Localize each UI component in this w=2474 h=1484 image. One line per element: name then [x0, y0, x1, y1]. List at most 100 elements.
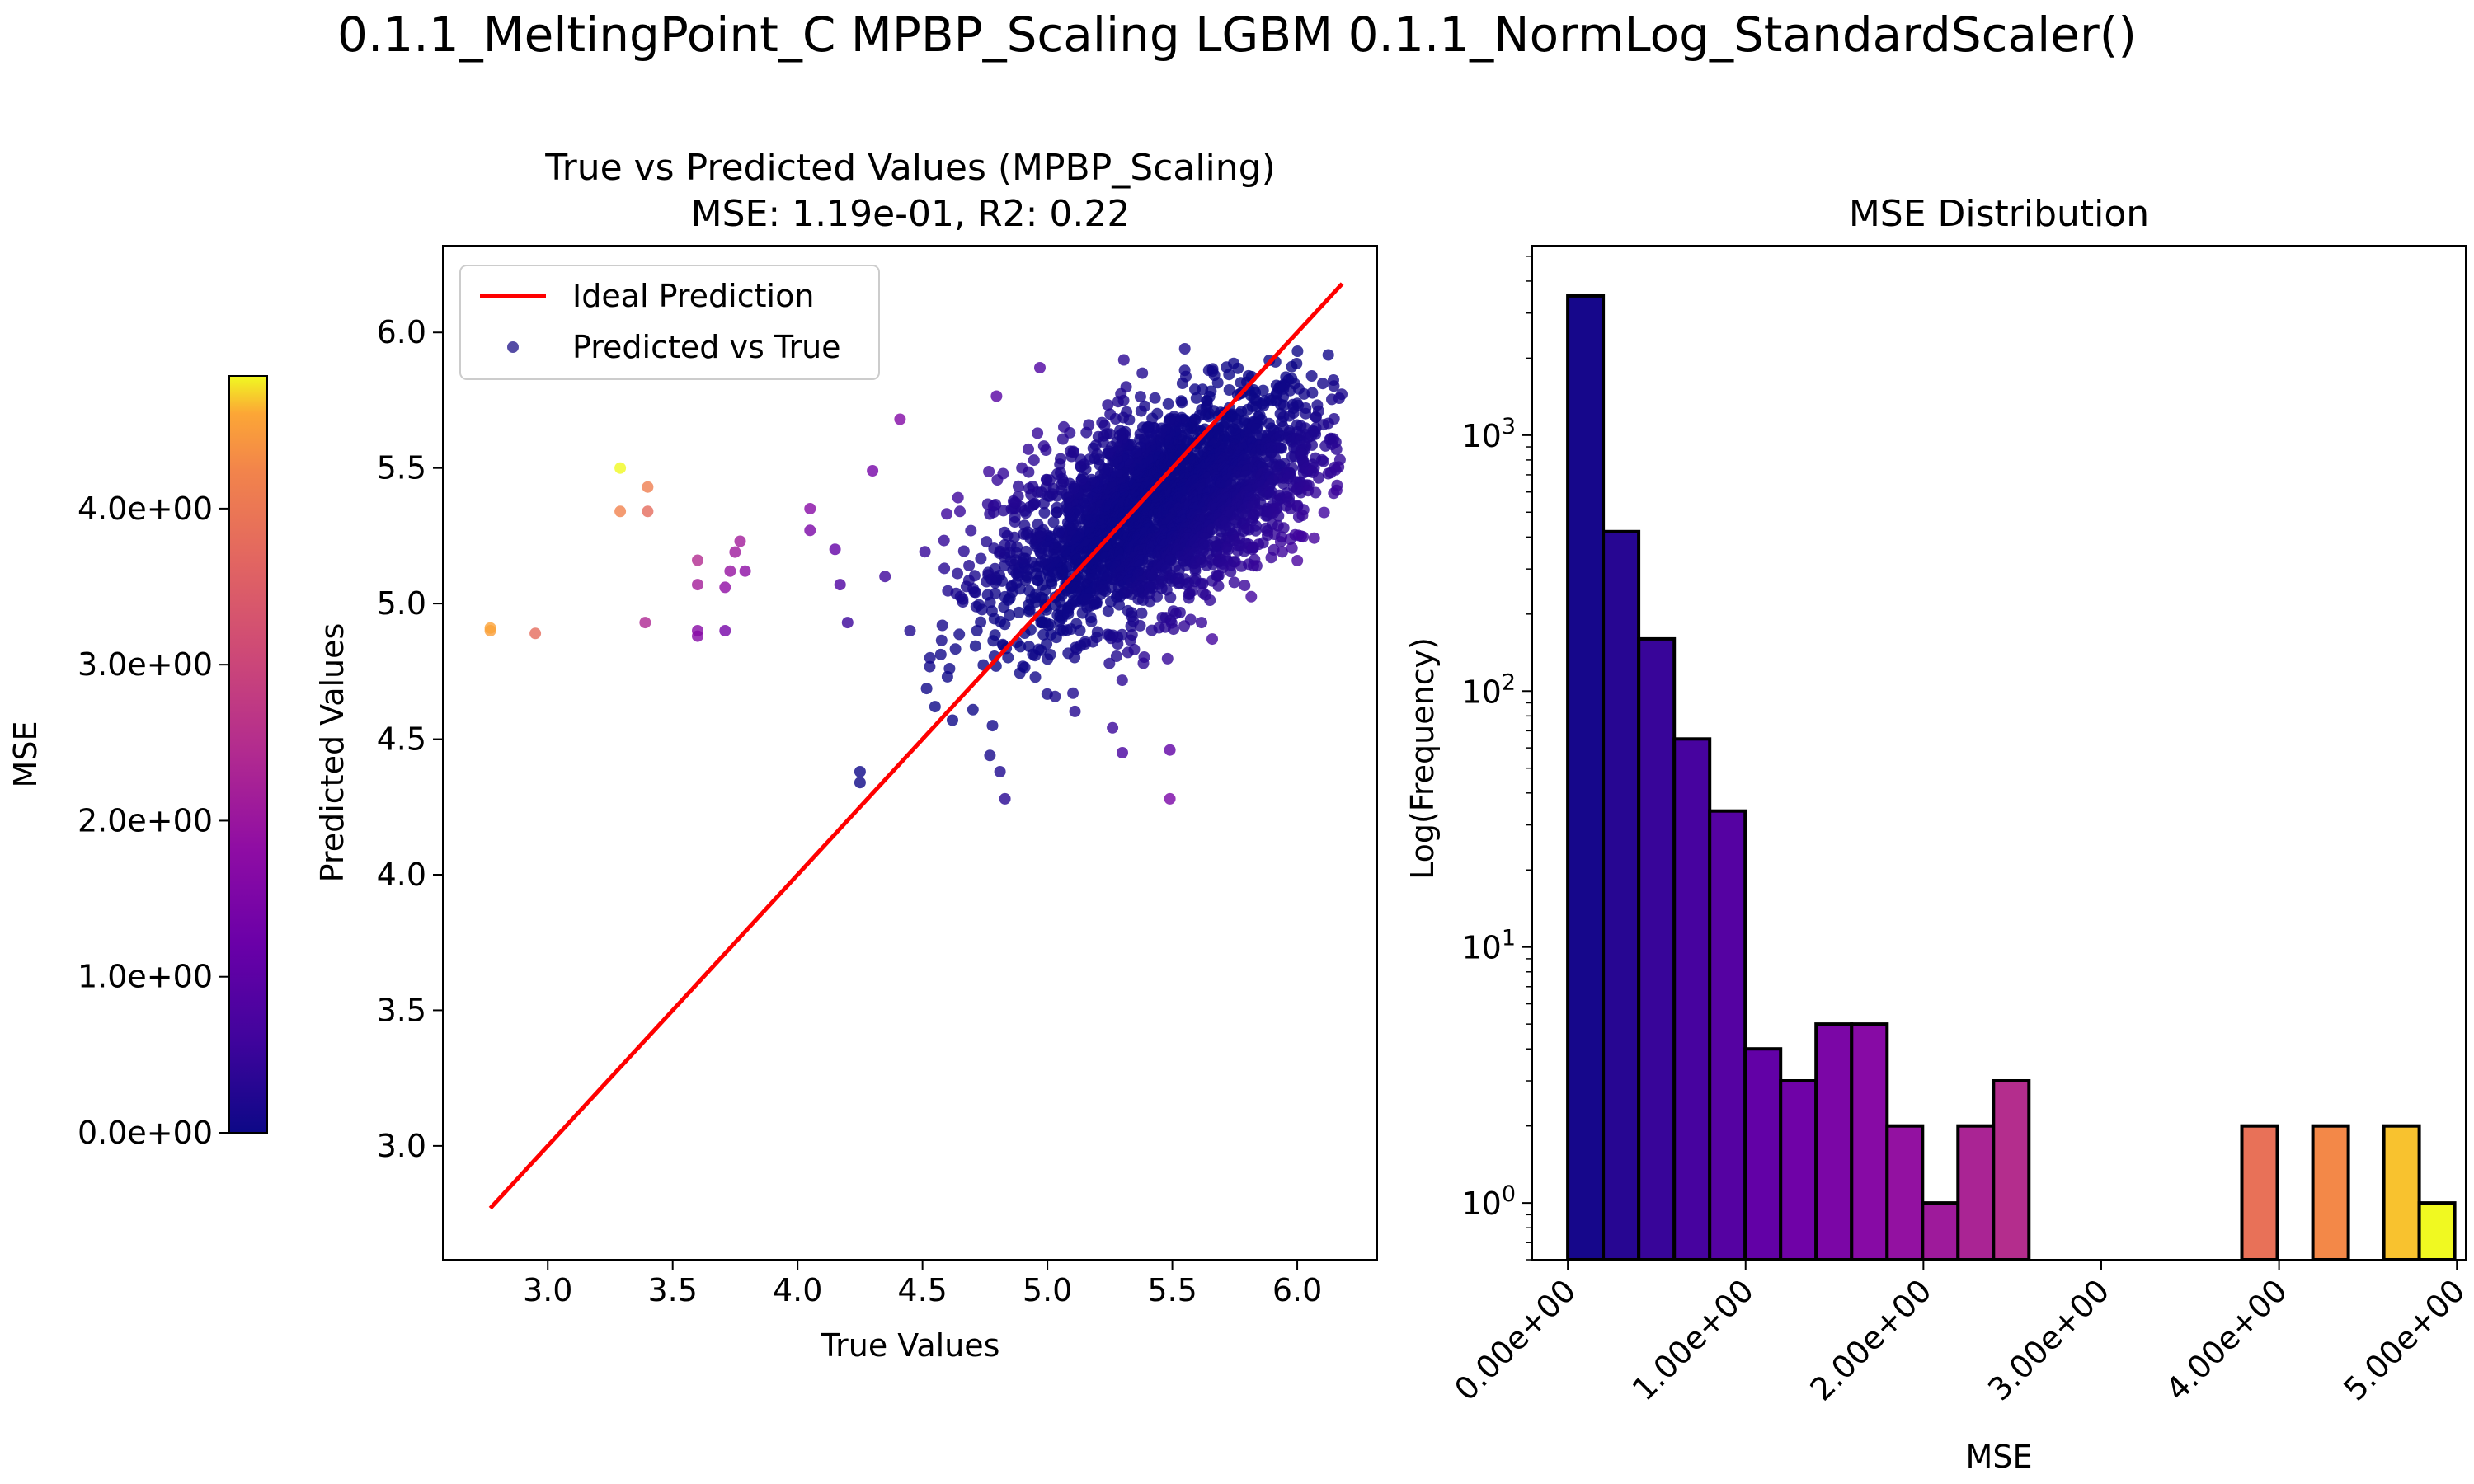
scatter-legend: Ideal Prediction Predicted vs True: [459, 265, 880, 380]
histogram-y-tick-label: 103: [1461, 414, 1516, 454]
scatter-point: [1300, 407, 1312, 420]
scatter-point: [1164, 412, 1176, 425]
legend-frame: [459, 265, 880, 380]
histogram-y-tick-label: 101: [1461, 926, 1516, 966]
scatter-point: [924, 651, 936, 664]
scatter-point: [952, 567, 963, 580]
scatter-point: [1083, 419, 1095, 431]
histogram-title: MSE Distribution: [1849, 193, 2149, 235]
histogram-x-tick-label: 3.00e+00: [1981, 1272, 2116, 1407]
scatter-points: [484, 343, 1348, 805]
scatter-point: [1034, 362, 1046, 373]
scatter-point: [1330, 484, 1343, 496]
scatter-point: [867, 465, 879, 477]
scatter-point: [969, 640, 981, 652]
scatter-x-tick-label: 3.0: [523, 1272, 572, 1308]
scatter-point: [1190, 392, 1202, 404]
scatter-point: [1058, 420, 1070, 433]
histogram-bar: [1885, 1124, 1925, 1261]
scatter-point: [982, 566, 995, 579]
scatter-point: [1064, 445, 1076, 458]
scatter-point: [942, 585, 954, 597]
scatter-point: [1106, 440, 1118, 453]
scatter-point: [1162, 397, 1174, 410]
scatter-point: [1313, 472, 1325, 484]
scatter-point: [999, 560, 1010, 572]
scatter-point: [991, 474, 1004, 486]
legend-scatter-label: Predicted vs True: [572, 329, 841, 365]
scatter-point: [988, 542, 1000, 555]
figure-suptitle: 0.1.1_MeltingPoint_C MPBP_Scaling LGBM 0…: [337, 7, 2137, 63]
scatter-point: [1257, 537, 1269, 549]
histogram-bar: [2417, 1201, 2457, 1261]
scatter-point: [1102, 399, 1114, 411]
scatter-point: [1112, 638, 1124, 650]
scatter-point: [1042, 653, 1054, 665]
scatter-point: [1212, 580, 1225, 592]
scatter-point: [1317, 378, 1329, 390]
colorbar-label: MSE: [7, 721, 44, 788]
scatter-point: [984, 749, 996, 762]
scatter-point: [1125, 620, 1137, 632]
scatter-point: [804, 524, 816, 537]
scatter-point: [1047, 516, 1060, 528]
scatter-point: [1249, 524, 1262, 537]
scatter-y-tick-label: 3.5: [377, 992, 426, 1028]
colorbar-tick-label: 4.0e+00: [78, 491, 213, 527]
scatter-point: [1128, 643, 1141, 655]
scatter-point: [1284, 384, 1296, 397]
scatter-point: [954, 505, 966, 518]
scatter-point: [1116, 674, 1128, 687]
scatter-point: [1310, 411, 1322, 424]
histogram-x-tick-label: 4.00e+00: [2159, 1272, 2294, 1407]
scatter-point: [981, 589, 994, 601]
scatter-point: [970, 600, 982, 613]
scatter-x-tick-label: 4.5: [897, 1272, 947, 1308]
scatter-point: [1161, 652, 1174, 665]
colorbar-gradient: [228, 375, 268, 1134]
scatter-point: [1056, 433, 1069, 445]
scatter-point: [1286, 542, 1298, 554]
scatter-point: [981, 536, 993, 548]
scatter-point: [1020, 545, 1032, 557]
scatter-point: [1104, 408, 1117, 420]
histogram-bar: [1708, 809, 1747, 1261]
scatter-point: [935, 634, 948, 646]
scatter-point: [1107, 721, 1119, 734]
scatter-point: [1116, 628, 1128, 641]
scatter-point: [1075, 453, 1087, 466]
histogram-bar: [2311, 1124, 2350, 1261]
scatter-point: [854, 777, 866, 789]
scatter-x-tick-label: 5.0: [1023, 1272, 1072, 1308]
scatter-point: [1310, 428, 1322, 440]
scatter-point: [1317, 455, 1329, 467]
scatter-point: [936, 619, 948, 632]
scatter-point: [1151, 590, 1163, 603]
histogram-bar: [1850, 1022, 1889, 1261]
scatter-point: [1164, 591, 1177, 603]
scatter-point: [919, 546, 931, 558]
scatter-point: [1333, 392, 1345, 404]
scatter-point: [1297, 531, 1310, 543]
scatter-point: [983, 466, 995, 477]
scatter-point: [1305, 370, 1318, 382]
scatter-point: [1029, 671, 1042, 683]
scatter-point: [1053, 615, 1065, 627]
scatter-point: [1121, 406, 1133, 418]
histogram-bar: [1566, 294, 1606, 1261]
scatter-point: [1023, 482, 1035, 495]
scatter-point: [1277, 522, 1290, 534]
histogram-bar: [1637, 636, 1677, 1261]
scatter-point: [1124, 634, 1136, 646]
scatter-point: [1087, 636, 1099, 648]
scatter-point: [1002, 651, 1014, 664]
scatter-point: [1291, 345, 1304, 357]
scatter-point: [999, 526, 1011, 538]
scatter-point: [1028, 454, 1040, 467]
histogram-y-tick-label: 102: [1461, 669, 1516, 710]
scatter-point: [1308, 532, 1320, 544]
scatter-x-tick-label: 6.0: [1272, 1272, 1322, 1308]
scatter-point: [1014, 667, 1026, 679]
scatter-point: [484, 622, 496, 634]
